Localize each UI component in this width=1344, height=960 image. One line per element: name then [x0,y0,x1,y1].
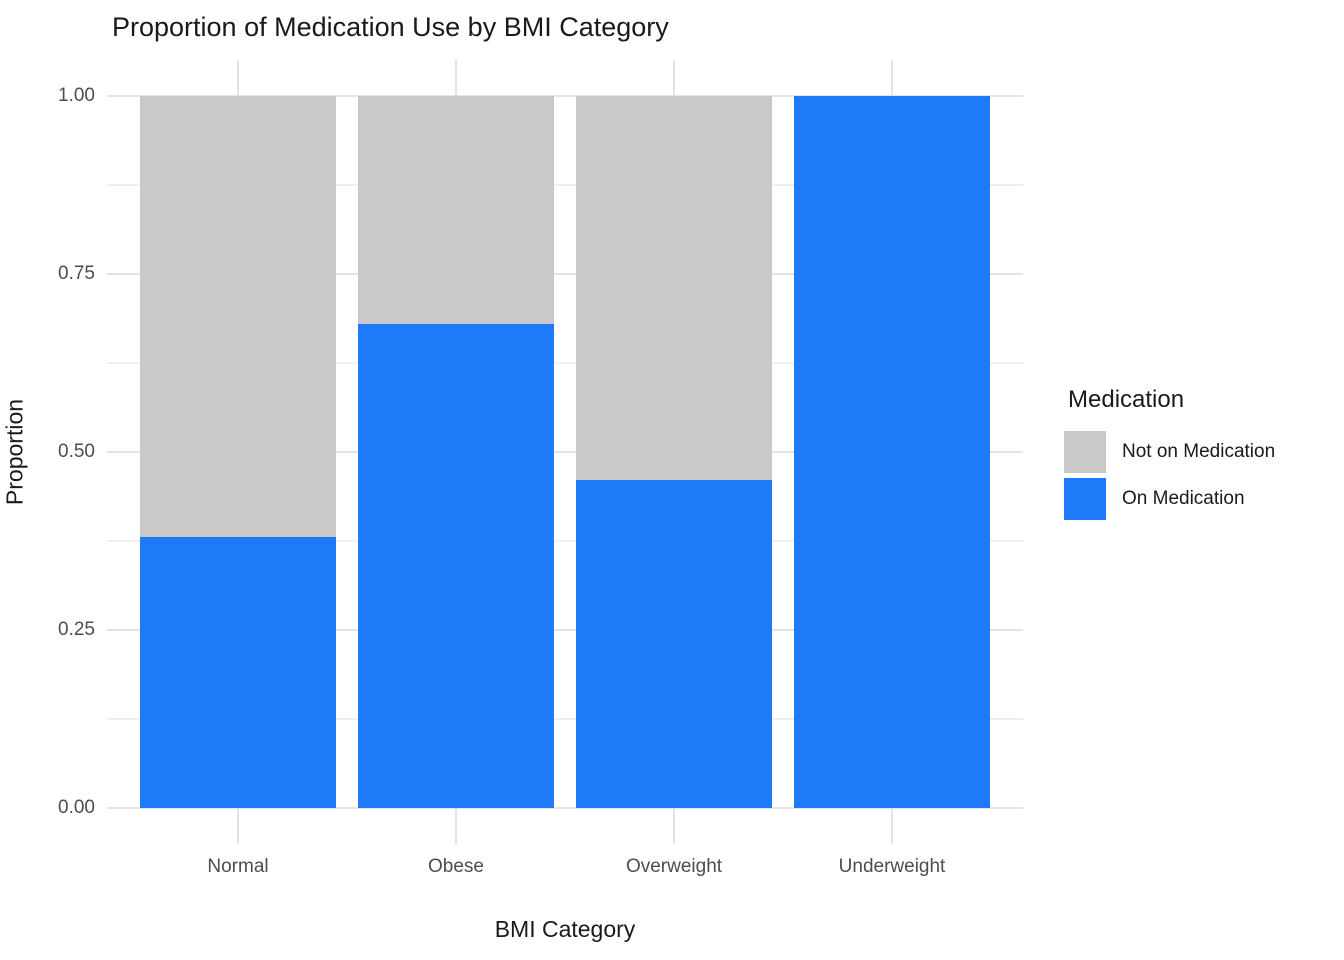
x-tick-label: Normal [207,856,269,877]
y-tick-label: 0.25 [58,619,95,640]
x-tick-label: Obese [428,856,484,877]
legend: Medication Not on Medication On Medicatio… [1064,386,1334,525]
bar-segment-not-on-medication [358,96,554,324]
legend-items: Not on Medication On Medication [1064,431,1334,520]
minor-gridline [107,184,1023,186]
minor-gridline [107,718,1023,720]
legend-key-swatch [1064,431,1106,473]
legend-item-label: Not on Medication [1122,441,1276,462]
bar-segment-on-medication [358,323,554,808]
x-tick-label: Underweight [838,856,946,877]
bar-segment-on-medication [140,537,336,808]
y-tick-label: 0.50 [58,441,95,462]
x-tick-label: Overweight [625,856,723,877]
bar-segment-on-medication [794,96,990,808]
legend-item-label: On Medication [1122,488,1245,509]
minor-gridline [107,540,1023,542]
minor-gridline [107,362,1023,364]
bar-segment-on-medication [576,480,772,808]
legend-title: Medication [1068,386,1185,413]
major-gridline [107,629,1023,631]
plot-panel [107,60,1023,844]
bar-segment-not-on-medication [140,96,336,538]
y-tick-label: 1.00 [58,85,95,106]
major-gridline [107,273,1023,275]
legend-key-swatch [1064,478,1106,520]
major-gridline [107,451,1023,453]
y-tick-label: 0.00 [58,797,95,818]
major-gridline [107,807,1023,809]
legend-item: On Medication [1064,478,1334,520]
x-axis-title: BMI Category [494,916,636,942]
chart-title: Proportion of Medication Use by BMI Cate… [112,12,669,42]
major-gridline [107,95,1023,97]
legend-item: Not on Medication [1064,431,1334,473]
y-tick-label: 0.75 [58,263,95,284]
bar-segment-not-on-medication [576,96,772,481]
